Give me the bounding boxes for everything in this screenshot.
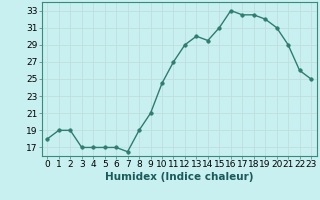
X-axis label: Humidex (Indice chaleur): Humidex (Indice chaleur) xyxy=(105,172,253,182)
